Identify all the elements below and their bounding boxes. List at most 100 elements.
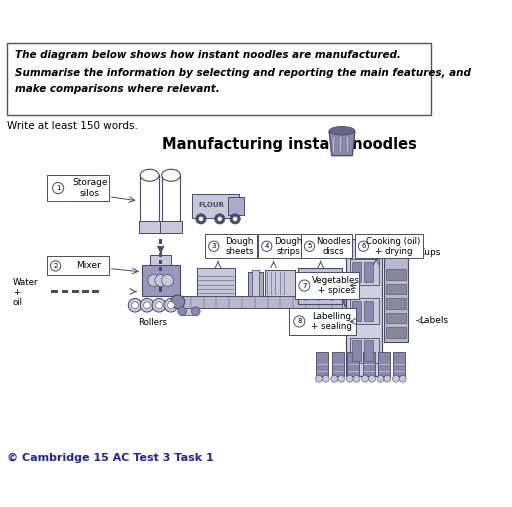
- Bar: [160, 222, 182, 233]
- Bar: [346, 239, 382, 376]
- Circle shape: [344, 295, 357, 309]
- Bar: [159, 267, 162, 271]
- Circle shape: [353, 375, 360, 382]
- Bar: [350, 338, 379, 364]
- Bar: [297, 268, 342, 304]
- Ellipse shape: [140, 169, 159, 181]
- Bar: [386, 284, 406, 294]
- Bar: [140, 175, 159, 222]
- Circle shape: [208, 241, 219, 251]
- Bar: [159, 239, 162, 244]
- Text: Dough
sheets: Dough sheets: [225, 237, 254, 256]
- Text: 8: 8: [297, 318, 302, 324]
- Text: Rollers: Rollers: [138, 318, 167, 327]
- Bar: [205, 234, 257, 258]
- Circle shape: [155, 274, 167, 286]
- Text: The diagram below shows how instant noodles are manufactured.: The diagram below shows how instant nood…: [15, 50, 401, 59]
- Circle shape: [191, 307, 200, 315]
- Text: Summarise the information by selecting and reporting the main features, and: Summarise the information by selecting a…: [15, 68, 471, 79]
- Ellipse shape: [329, 127, 355, 135]
- Bar: [151, 255, 171, 265]
- Circle shape: [315, 375, 323, 382]
- Bar: [362, 352, 374, 376]
- Bar: [386, 269, 406, 279]
- Text: Manufacturing instant noodles: Manufacturing instant noodles: [162, 137, 417, 152]
- Circle shape: [152, 299, 166, 312]
- Bar: [347, 352, 359, 376]
- Circle shape: [377, 375, 384, 382]
- Bar: [7, 43, 431, 116]
- Bar: [301, 234, 352, 258]
- Bar: [197, 269, 235, 296]
- Bar: [364, 301, 373, 321]
- Text: 4: 4: [265, 243, 269, 249]
- Bar: [142, 265, 180, 296]
- Ellipse shape: [162, 169, 180, 181]
- Bar: [352, 262, 361, 282]
- Circle shape: [178, 307, 186, 315]
- Circle shape: [167, 302, 175, 309]
- Text: Water
+
oil: Water + oil: [13, 277, 38, 307]
- Circle shape: [162, 274, 174, 286]
- Circle shape: [393, 375, 399, 382]
- Circle shape: [331, 375, 338, 382]
- Bar: [159, 280, 162, 285]
- Polygon shape: [329, 132, 355, 156]
- Bar: [159, 260, 162, 264]
- Bar: [316, 352, 328, 376]
- Bar: [386, 313, 406, 323]
- Text: 1: 1: [56, 185, 60, 191]
- Bar: [47, 175, 109, 201]
- Circle shape: [327, 290, 337, 300]
- Bar: [159, 246, 162, 250]
- Bar: [378, 352, 390, 376]
- Circle shape: [369, 375, 375, 382]
- Bar: [162, 175, 180, 222]
- Bar: [181, 308, 197, 315]
- Bar: [159, 253, 162, 258]
- Circle shape: [358, 241, 369, 251]
- Text: Cooking (oil)
+ drying: Cooking (oil) + drying: [366, 237, 420, 256]
- Circle shape: [140, 299, 154, 312]
- Text: 5: 5: [307, 243, 312, 249]
- Circle shape: [171, 295, 185, 309]
- Text: Mixer: Mixer: [76, 262, 100, 270]
- Bar: [393, 352, 406, 376]
- Bar: [252, 270, 259, 296]
- Circle shape: [129, 299, 142, 312]
- Bar: [364, 340, 373, 361]
- Bar: [386, 299, 406, 309]
- Bar: [350, 299, 379, 324]
- Bar: [265, 270, 295, 296]
- Circle shape: [399, 375, 406, 382]
- Bar: [355, 234, 423, 258]
- Circle shape: [217, 216, 222, 222]
- Bar: [386, 328, 406, 338]
- Circle shape: [232, 216, 238, 222]
- Text: Labelling
+ sealing: Labelling + sealing: [311, 312, 352, 331]
- Circle shape: [53, 183, 63, 194]
- Bar: [51, 290, 58, 293]
- Circle shape: [144, 302, 151, 309]
- Bar: [139, 222, 161, 233]
- Bar: [72, 290, 79, 293]
- Text: Write at least 150 words.: Write at least 150 words.: [7, 121, 138, 131]
- Bar: [342, 296, 351, 308]
- Text: Noodles
discs: Noodles discs: [316, 237, 351, 256]
- Text: Labels: Labels: [419, 316, 448, 325]
- Bar: [332, 352, 344, 376]
- Circle shape: [384, 375, 391, 382]
- Circle shape: [198, 216, 203, 222]
- Bar: [350, 259, 379, 285]
- Circle shape: [323, 375, 329, 382]
- Circle shape: [262, 241, 272, 251]
- Text: Storage
silos: Storage silos: [72, 178, 108, 198]
- Circle shape: [299, 280, 310, 291]
- Bar: [159, 274, 162, 278]
- Text: 2: 2: [53, 263, 58, 269]
- Circle shape: [164, 299, 178, 312]
- Circle shape: [230, 214, 240, 224]
- Bar: [159, 287, 162, 292]
- Bar: [178, 296, 351, 308]
- Text: FLOUR: FLOUR: [198, 202, 224, 208]
